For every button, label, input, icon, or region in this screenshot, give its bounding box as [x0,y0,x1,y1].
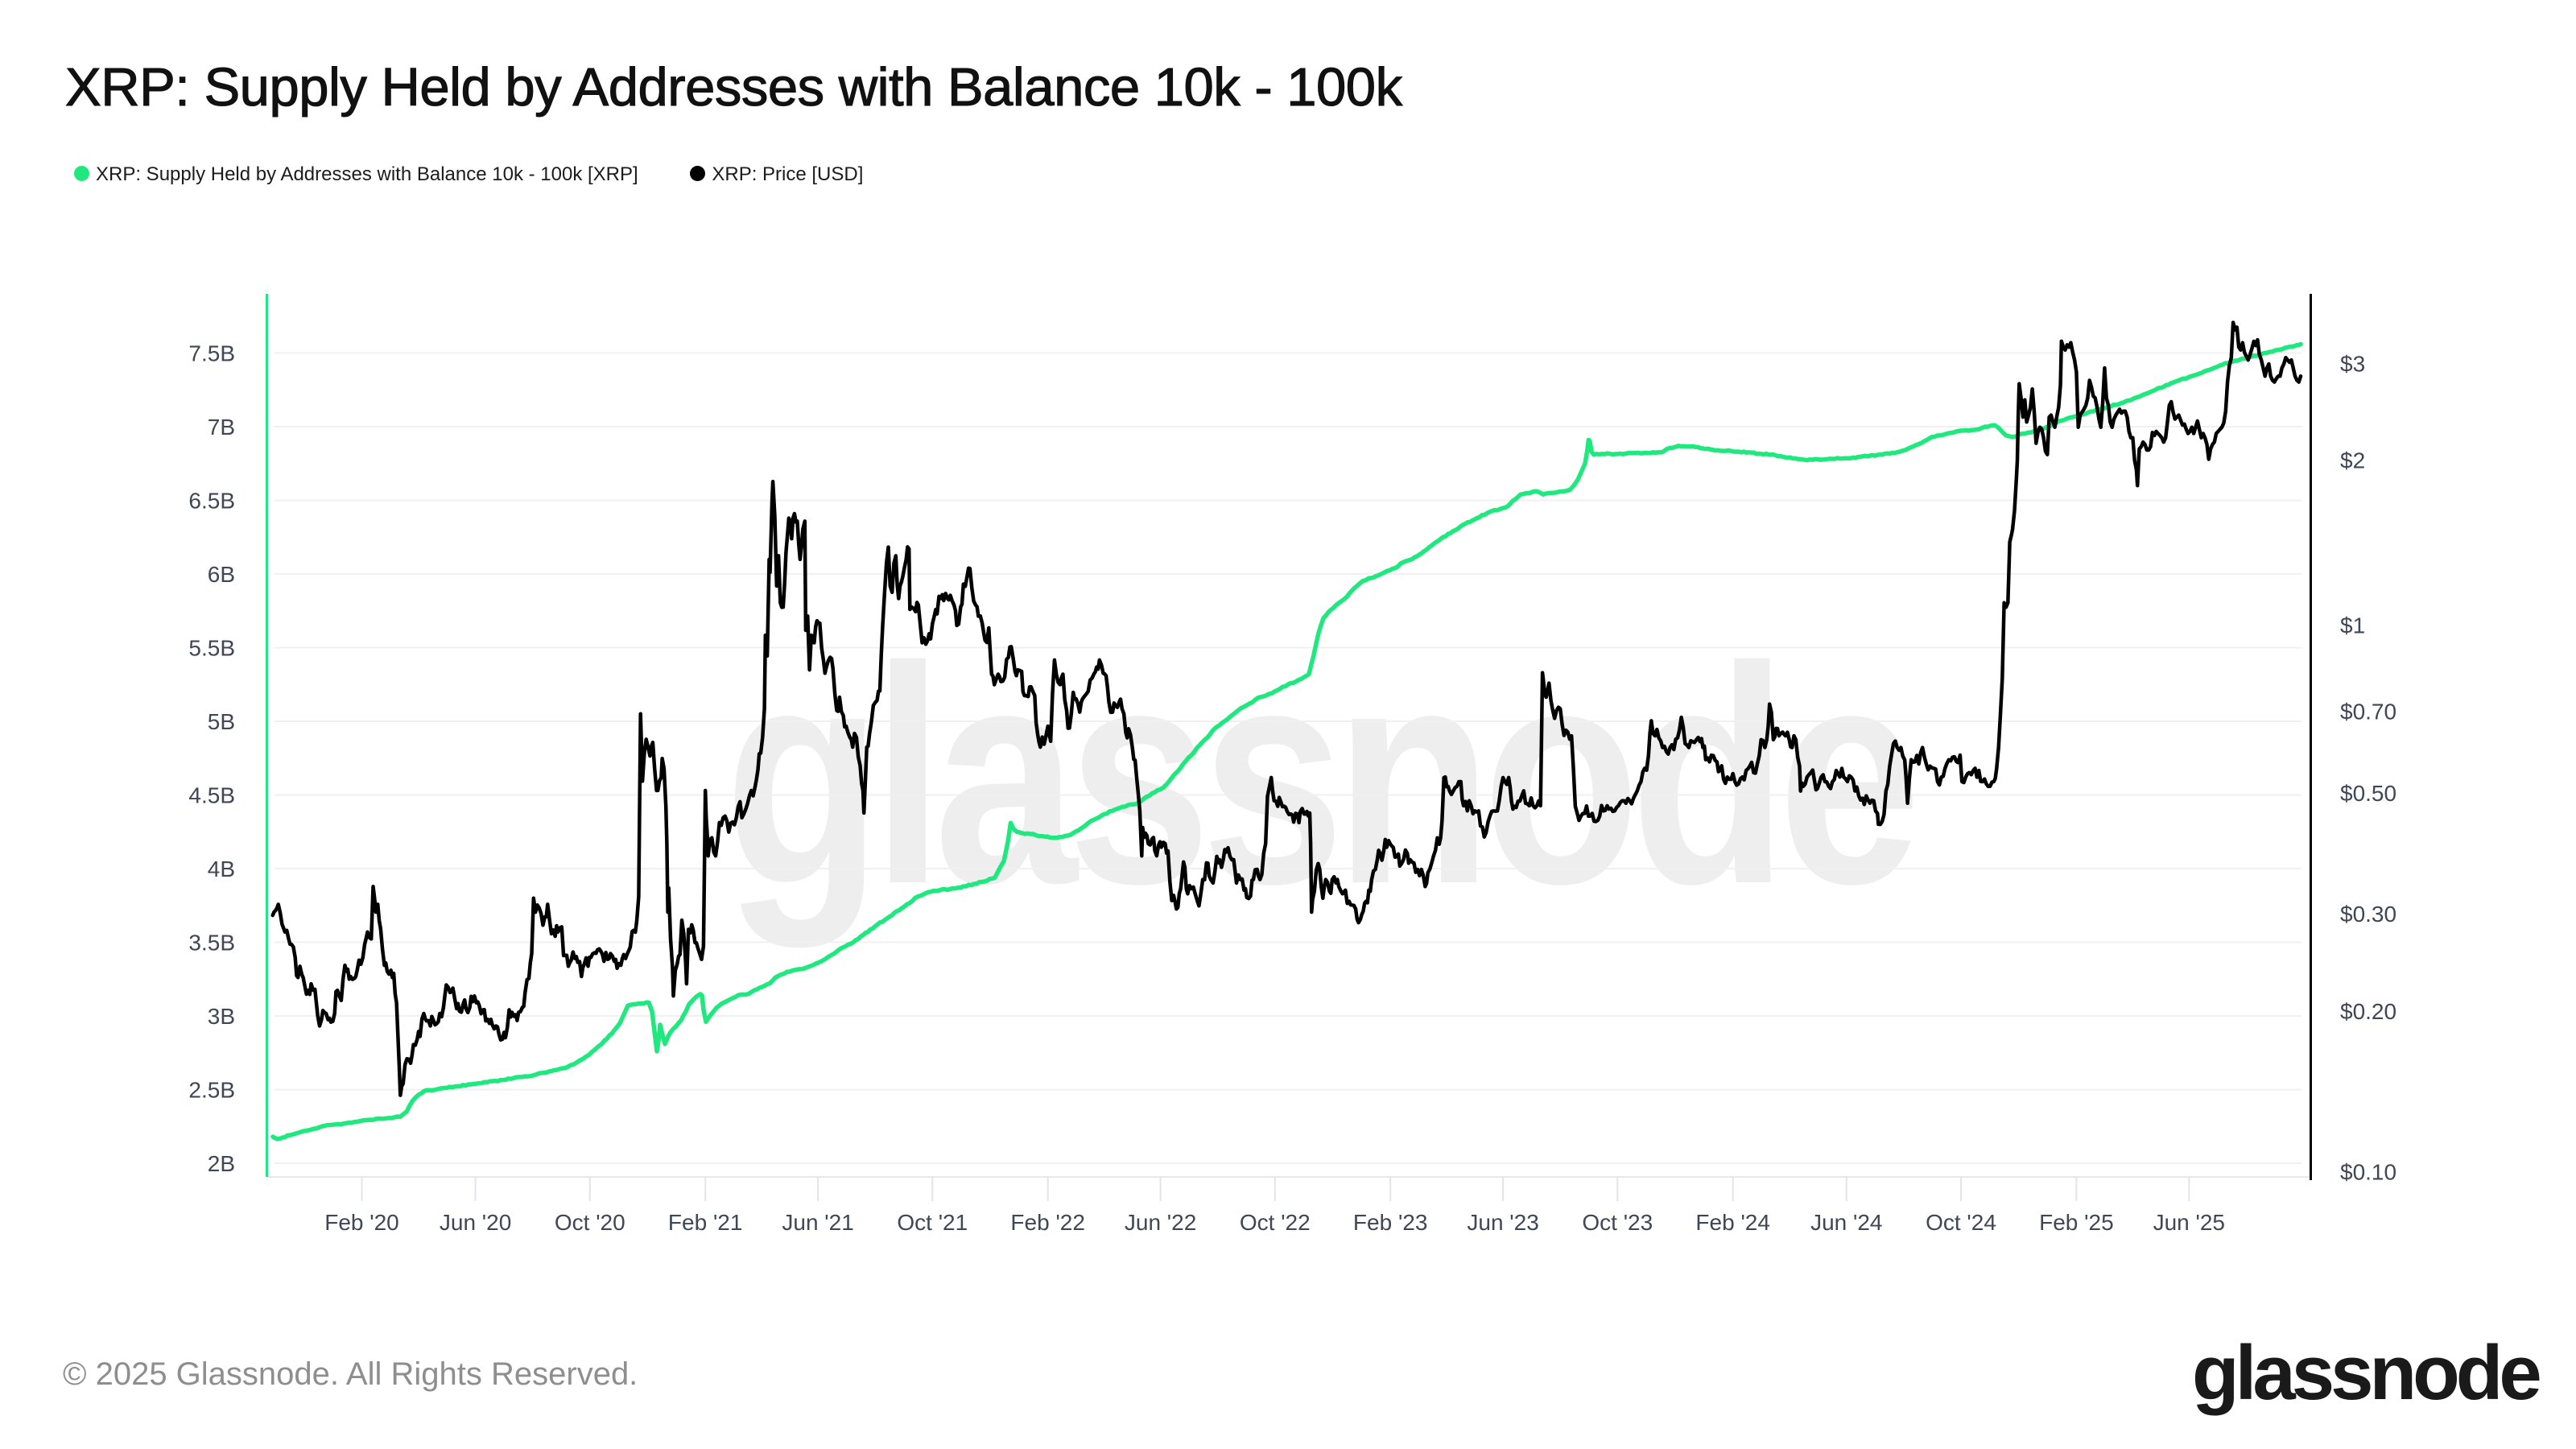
svg-text:Oct '24: Oct '24 [1926,1210,1996,1235]
svg-text:4.5B: 4.5B [188,783,235,808]
svg-text:$0.10: $0.10 [2340,1160,2396,1185]
svg-text:3B: 3B [208,1004,235,1029]
svg-text:Jun '25: Jun '25 [2153,1210,2225,1235]
svg-text:$0.30: $0.30 [2340,902,2396,927]
svg-text:Jun '23: Jun '23 [1467,1210,1538,1235]
svg-text:Feb '23: Feb '23 [1353,1210,1428,1235]
svg-text:Feb '20: Feb '20 [324,1210,399,1235]
svg-text:Jun '22: Jun '22 [1125,1210,1196,1235]
svg-text:$2: $2 [2340,448,2365,473]
svg-text:6.5B: 6.5B [188,489,235,514]
svg-text:$1: $1 [2340,613,2365,638]
svg-text:Jun '21: Jun '21 [782,1210,853,1235]
svg-text:2.5B: 2.5B [188,1078,235,1103]
svg-text:4B: 4B [208,857,235,881]
svg-text:5B: 5B [208,709,235,734]
svg-text:$3: $3 [2340,352,2365,377]
svg-text:Feb '25: Feb '25 [2039,1210,2114,1235]
svg-text:5.5B: 5.5B [188,636,235,661]
svg-text:Oct '22: Oct '22 [1240,1210,1311,1235]
svg-text:Jun '24: Jun '24 [1810,1210,1882,1235]
svg-text:$0.70: $0.70 [2340,700,2396,724]
svg-text:7B: 7B [208,415,235,440]
svg-text:Feb '24: Feb '24 [1695,1210,1770,1235]
svg-text:7.5B: 7.5B [188,341,235,366]
svg-text:3.5B: 3.5B [188,931,235,956]
svg-text:$0.50: $0.50 [2340,781,2396,806]
svg-text:6B: 6B [208,562,235,587]
svg-text:Feb '21: Feb '21 [668,1210,743,1235]
svg-text:2B: 2B [208,1151,235,1176]
svg-text:Feb '22: Feb '22 [1010,1210,1085,1235]
svg-text:Oct '20: Oct '20 [555,1210,625,1235]
svg-text:$0.20: $0.20 [2340,999,2396,1024]
svg-text:Jun '20: Jun '20 [440,1210,511,1235]
svg-text:Oct '23: Oct '23 [1582,1210,1653,1235]
svg-text:Oct '21: Oct '21 [897,1210,968,1235]
